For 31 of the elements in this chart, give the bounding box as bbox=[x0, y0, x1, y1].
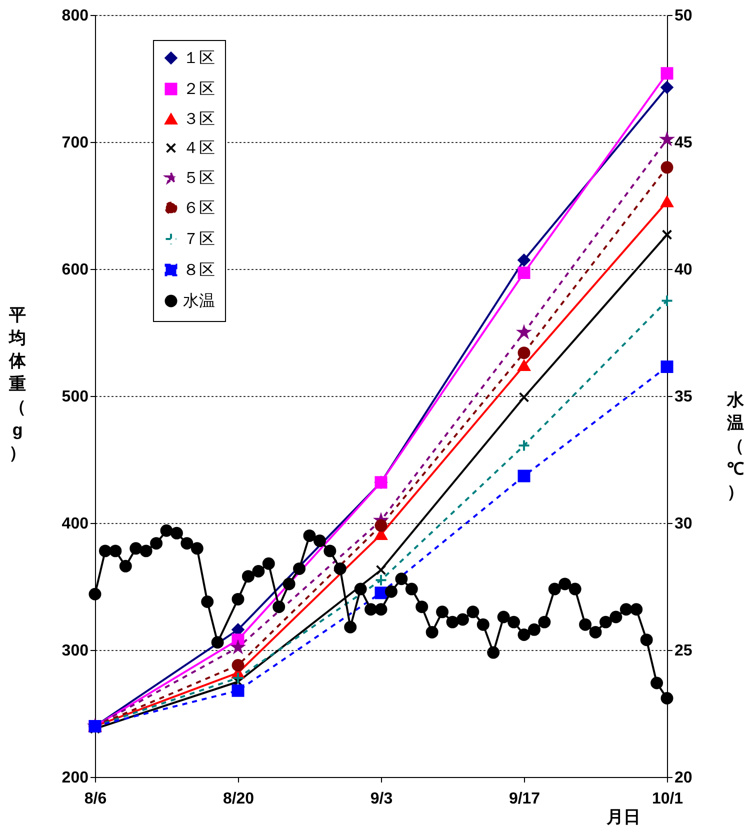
x-tick-label: 8/20 bbox=[222, 790, 254, 808]
x-tick-label: 10/1 bbox=[652, 790, 684, 808]
x-tick-label: 9/3 bbox=[370, 790, 393, 808]
y-tick-label: 800 bbox=[62, 8, 89, 24]
legend-label: ５区 bbox=[183, 170, 215, 187]
y-axis-title: 平均体重（g） bbox=[8, 306, 27, 462]
legend-label: ７区 bbox=[183, 231, 215, 248]
legend-label: ３区 bbox=[183, 111, 215, 128]
y-tick-label: 600 bbox=[62, 262, 89, 278]
legend-label: １区 bbox=[183, 50, 215, 67]
y2-axis-title: 水温（℃） bbox=[726, 390, 745, 502]
y2-tick-label: 50 bbox=[674, 8, 692, 24]
x-tick-label: 8/6 bbox=[84, 790, 107, 808]
y2-tick-label: 20 bbox=[674, 770, 692, 786]
y2-tick-label: 45 bbox=[674, 134, 692, 152]
y-tick-label: 200 bbox=[62, 770, 89, 786]
legend-label: ２区 bbox=[183, 81, 215, 98]
legend-label: ８区 bbox=[183, 262, 215, 279]
x-axis-title: 月日 bbox=[606, 808, 640, 826]
y-tick-label: 300 bbox=[62, 642, 89, 660]
y2-tick-label: 25 bbox=[674, 642, 692, 660]
y2-tick-label: 40 bbox=[674, 262, 692, 278]
x-tick-label: 9/17 bbox=[508, 790, 540, 808]
legend-label: ４区 bbox=[183, 140, 215, 157]
y-tick-label: 700 bbox=[62, 134, 89, 152]
y-tick-label: 400 bbox=[62, 516, 89, 532]
y2-tick-label: 30 bbox=[674, 516, 692, 532]
legend-label: 水温 bbox=[183, 292, 215, 310]
y-tick-label: 500 bbox=[62, 388, 89, 406]
y2-tick-label: 35 bbox=[674, 388, 692, 406]
legend-label: ６区 bbox=[183, 200, 215, 217]
